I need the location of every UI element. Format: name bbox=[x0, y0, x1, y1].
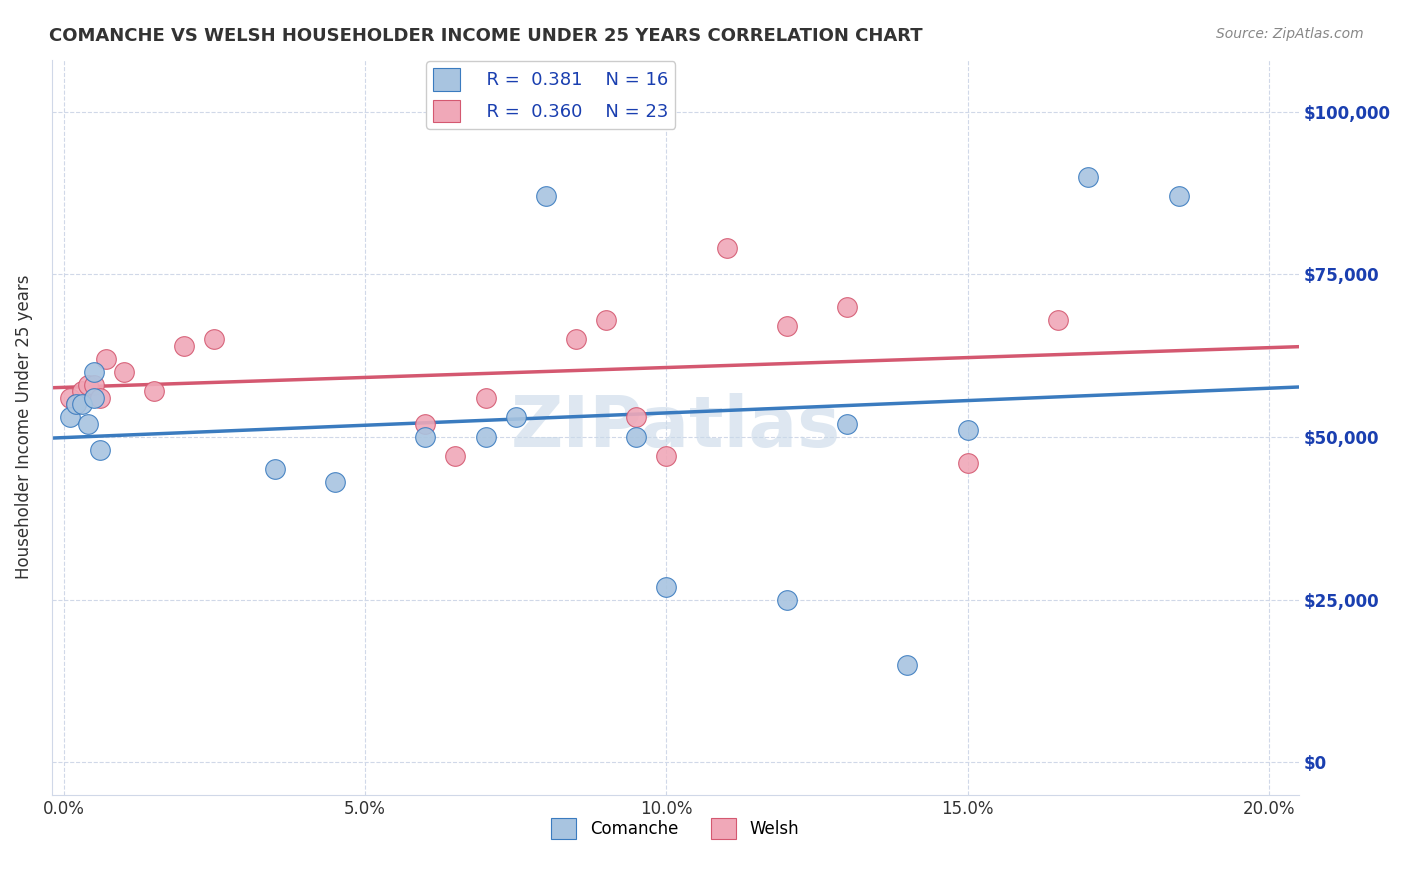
Point bbox=[173, 339, 195, 353]
Point bbox=[70, 397, 93, 411]
Point bbox=[415, 430, 437, 444]
Point bbox=[474, 430, 496, 444]
Point bbox=[94, 351, 117, 366]
Point bbox=[65, 397, 87, 411]
Point bbox=[595, 313, 617, 327]
Point bbox=[956, 456, 979, 470]
Point bbox=[626, 410, 648, 425]
Point bbox=[77, 417, 100, 431]
Point bbox=[59, 391, 82, 405]
Text: Source: ZipAtlas.com: Source: ZipAtlas.com bbox=[1216, 27, 1364, 41]
Point bbox=[1077, 169, 1099, 184]
Point bbox=[83, 365, 105, 379]
Point bbox=[505, 410, 527, 425]
Point bbox=[70, 384, 93, 399]
Text: COMANCHE VS WELSH HOUSEHOLDER INCOME UNDER 25 YEARS CORRELATION CHART: COMANCHE VS WELSH HOUSEHOLDER INCOME UND… bbox=[49, 27, 922, 45]
Point bbox=[83, 377, 105, 392]
Point bbox=[415, 417, 437, 431]
Point bbox=[323, 475, 346, 490]
Point bbox=[776, 319, 799, 334]
Point bbox=[65, 397, 87, 411]
Text: ZIPatlas: ZIPatlas bbox=[510, 392, 841, 462]
Point bbox=[89, 391, 111, 405]
Point bbox=[83, 391, 105, 405]
Point bbox=[143, 384, 166, 399]
Point bbox=[89, 442, 111, 457]
Point bbox=[1167, 189, 1189, 203]
Point bbox=[626, 430, 648, 444]
Point bbox=[77, 377, 100, 392]
Point bbox=[112, 365, 135, 379]
Point bbox=[716, 241, 738, 255]
Y-axis label: Householder Income Under 25 years: Householder Income Under 25 years bbox=[15, 275, 32, 580]
Point bbox=[1047, 313, 1070, 327]
Legend: Comanche, Welsh: Comanche, Welsh bbox=[544, 812, 806, 846]
Point bbox=[896, 657, 918, 672]
Point bbox=[444, 450, 467, 464]
Point bbox=[59, 410, 82, 425]
Point bbox=[655, 450, 678, 464]
Point bbox=[204, 332, 226, 346]
Point bbox=[534, 189, 557, 203]
Point bbox=[776, 592, 799, 607]
Point bbox=[655, 580, 678, 594]
Point bbox=[837, 417, 859, 431]
Point bbox=[263, 462, 285, 476]
Point bbox=[956, 424, 979, 438]
Point bbox=[565, 332, 588, 346]
Point bbox=[474, 391, 496, 405]
Point bbox=[837, 300, 859, 314]
